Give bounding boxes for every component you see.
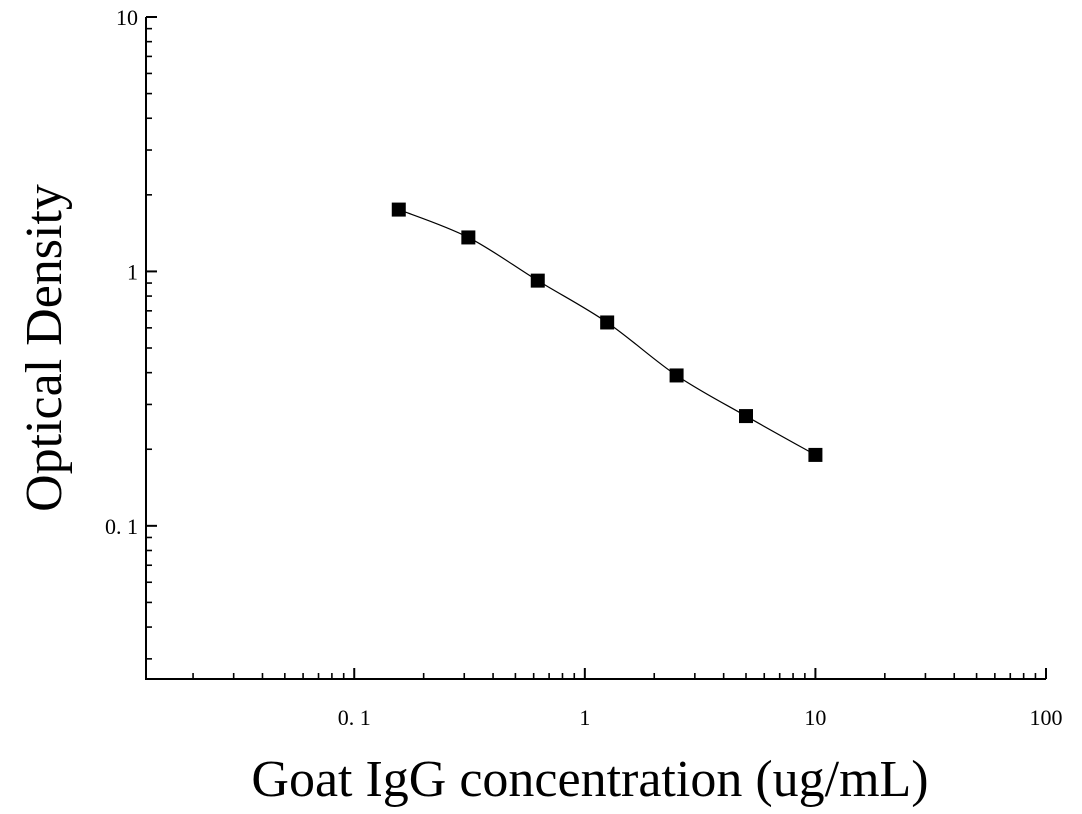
x-tick-label: 10 (804, 705, 826, 730)
x-tick-label: 1 (579, 705, 590, 730)
y-axis-title: Optical Density (16, 184, 73, 512)
data-point (739, 409, 753, 424)
data-point (391, 202, 406, 217)
data-points (391, 202, 823, 462)
minor-ticks (146, 27, 1037, 679)
tick-labels: 0. 1 1 10 100 0. 1 1 10 (105, 5, 1063, 730)
y-tick-label: 1 (127, 259, 138, 284)
major-ticks (146, 16, 1047, 679)
data-point (600, 315, 615, 330)
y-tick-label: 10 (116, 5, 138, 30)
data-point (669, 368, 684, 383)
x-axis-title: Goat IgG concentration (ug/mL) (251, 751, 928, 808)
data-point (530, 273, 545, 288)
x-tick-label: 0. 1 (338, 705, 371, 730)
data-point (808, 447, 823, 462)
y-tick-label: 0. 1 (105, 514, 138, 539)
data-point (461, 230, 476, 245)
x-tick-label: 100 (1030, 705, 1063, 730)
